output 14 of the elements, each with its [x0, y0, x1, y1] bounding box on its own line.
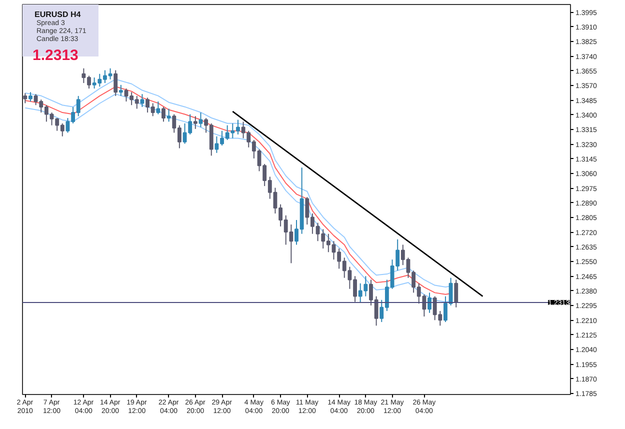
- candlestick: [28, 92, 32, 102]
- candlestick: [193, 116, 198, 130]
- annotation: 1.2313: [32, 47, 78, 64]
- candlestick: [114, 70, 118, 96]
- candlestick: [118, 84, 123, 96]
- candlestick: [428, 292, 432, 314]
- candlestick: [23, 92, 28, 104]
- candlestick: [166, 108, 171, 122]
- candlestick: [454, 279, 458, 308]
- candlestick: [162, 106, 166, 122]
- candlestick: [140, 94, 144, 108]
- candlestick: [198, 112, 203, 128]
- text: EURUSD H4: [34, 10, 82, 19]
- candlestick: [156, 100, 160, 115]
